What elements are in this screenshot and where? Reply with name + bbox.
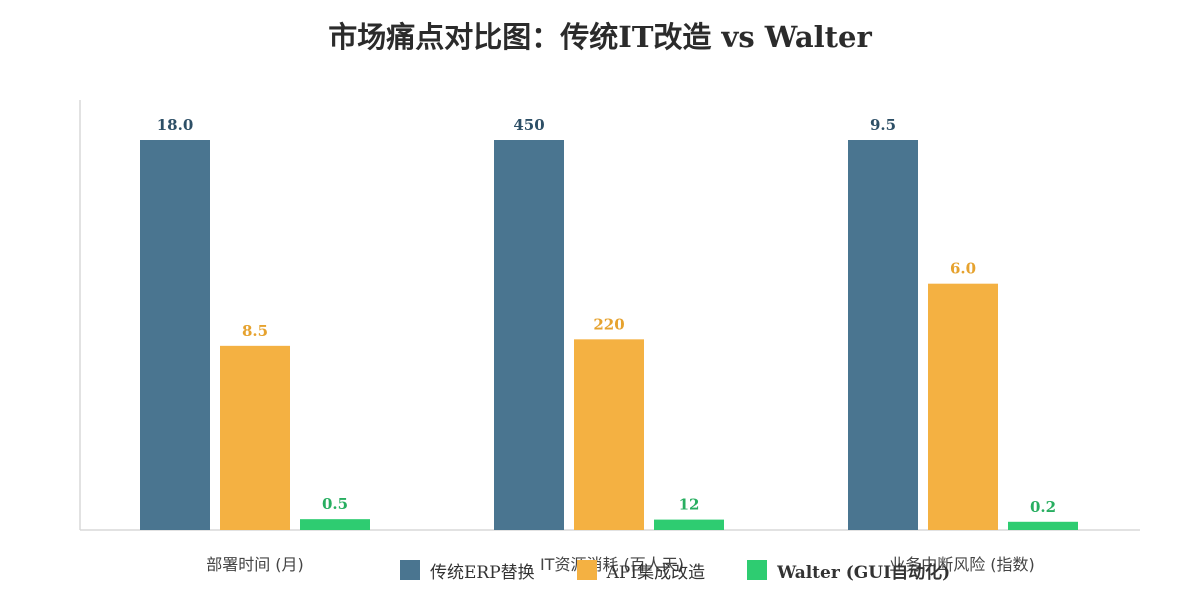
bar-walter-2[interactable]	[1008, 521, 1078, 530]
legend-item-walter[interactable]: Walter (GUI自动化)	[747, 558, 950, 583]
value-label-walter-0: 0.5	[322, 495, 348, 513]
bar-api-1[interactable]	[574, 339, 644, 530]
value-label-erp-1: 450	[513, 116, 544, 134]
bar-walter-1[interactable]	[654, 519, 724, 530]
legend-swatch-erp	[400, 560, 420, 580]
category-label-0: 部署时间 (月)	[206, 555, 304, 574]
bar-erp-2[interactable]	[848, 140, 918, 530]
bar-walter-0[interactable]	[300, 519, 370, 530]
value-label-api-2: 6.0	[950, 260, 976, 278]
value-label-api-1: 220	[593, 315, 624, 333]
chart-title: 市场痛点对比图：传统IT改造 vs Walter	[328, 20, 872, 54]
value-label-api-0: 8.5	[242, 322, 268, 340]
legend-item-erp[interactable]: 传统ERP替换	[400, 558, 535, 583]
bar-erp-1[interactable]	[494, 140, 564, 530]
bar-erp-0[interactable]	[140, 140, 210, 530]
category-label-1: IT资源消耗 (百人天)	[540, 555, 684, 574]
legend-item-api[interactable]: API集成改造	[576, 558, 706, 583]
value-label-erp-0: 18.0	[157, 116, 194, 134]
legend: 传统ERP替换 API集成改造 Walter (GUI自动化)	[400, 557, 992, 583]
value-label-walter-2: 0.2	[1030, 498, 1056, 516]
legend-label-erp: 传统ERP替换	[430, 562, 535, 583]
legend-swatch-api	[576, 560, 597, 580]
legend-label-walter: Walter (GUI自动化)	[777, 562, 951, 583]
category-label-2: 业务中断风险 (指数)	[889, 555, 1035, 574]
value-label-walter-1: 12	[679, 496, 700, 514]
bar-api-0[interactable]	[220, 345, 290, 530]
value-label-erp-2: 9.5	[870, 116, 896, 134]
legend-label-api: API集成改造	[606, 562, 706, 583]
legend-swatch-walter	[747, 560, 768, 580]
bar-api-2[interactable]	[928, 283, 998, 530]
